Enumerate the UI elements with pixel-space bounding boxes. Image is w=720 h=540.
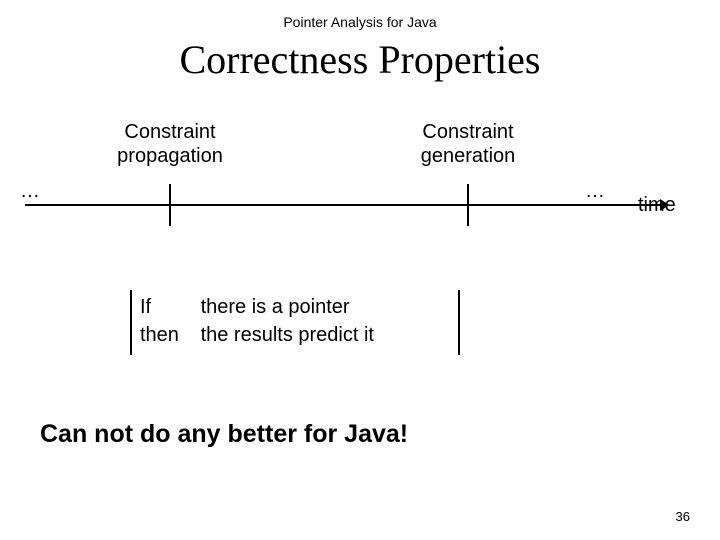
bracket-right [458, 290, 460, 355]
keyword-then: then [140, 324, 195, 347]
slide-header: Pointer Analysis for Java [0, 14, 720, 30]
timeline-diagram: Constraint propagation Constraint genera… [20, 120, 690, 240]
conclusion-text: Can not do any better for Java! [40, 420, 408, 449]
keyword-if: If [140, 296, 195, 319]
timeline-svg [20, 120, 690, 240]
then-line: then the results predict it [140, 324, 374, 347]
if-then-statement: If there is a pointer then the results p… [130, 290, 460, 360]
then-line-text: the results predict it [201, 324, 374, 346]
slide-title: Correctness Properties [0, 36, 720, 83]
bracket-left [130, 290, 132, 355]
page-number: 36 [676, 509, 690, 524]
if-line-text: there is a pointer [201, 296, 350, 318]
axis-arrowhead [660, 199, 670, 211]
if-line: If there is a pointer [140, 296, 350, 319]
